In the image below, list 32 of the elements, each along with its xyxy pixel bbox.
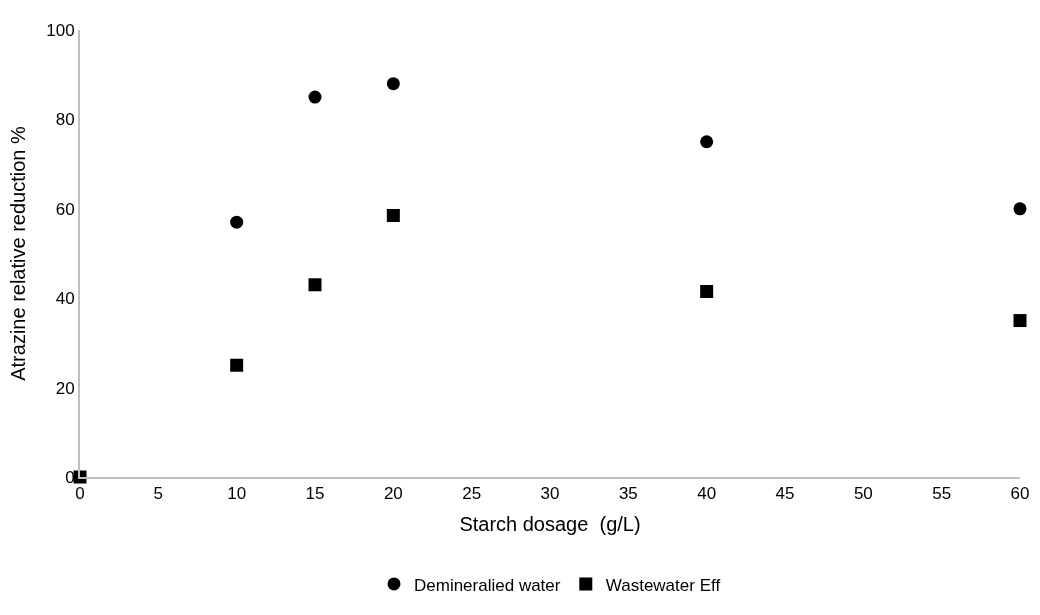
y-tick-label: 0 bbox=[65, 467, 75, 487]
x-tick-label: 50 bbox=[853, 484, 873, 504]
point bbox=[386, 77, 400, 91]
x-tick-label: 5 bbox=[153, 484, 164, 504]
y-tick-label: 40 bbox=[55, 289, 75, 309]
point bbox=[700, 285, 714, 298]
x-tick-label: 25 bbox=[462, 484, 482, 504]
y-axis-title: Atrazine relative reduction % bbox=[7, 126, 30, 381]
x-tick-label: 60 bbox=[1010, 484, 1030, 504]
x-tick-label: 45 bbox=[775, 484, 795, 504]
point bbox=[386, 209, 400, 223]
point bbox=[700, 135, 714, 149]
x-tick-label: 15 bbox=[305, 484, 325, 504]
point bbox=[230, 358, 244, 372]
x-tick-label: 30 bbox=[540, 484, 560, 504]
y-tick-label: 60 bbox=[55, 199, 75, 219]
point bbox=[1013, 314, 1027, 328]
point bbox=[308, 90, 322, 104]
point bbox=[308, 278, 322, 292]
x-tick-label: 40 bbox=[697, 484, 717, 504]
point bbox=[1013, 202, 1027, 216]
y-tick-label: 80 bbox=[55, 110, 75, 130]
y-tick-label: 20 bbox=[55, 378, 75, 398]
x-axis-title: Starch dosage (g/L) bbox=[459, 513, 641, 536]
x-tick-label: 20 bbox=[383, 484, 403, 504]
y-tick-label: 100 bbox=[46, 20, 75, 40]
legend-label: Demineralied water bbox=[414, 575, 561, 595]
x-tick-label: 10 bbox=[227, 484, 247, 504]
point bbox=[230, 215, 244, 229]
x-tick-label: 55 bbox=[932, 484, 952, 504]
x-tick-label: 35 bbox=[618, 484, 638, 504]
legend-label: Wastewater Eff bbox=[605, 575, 721, 595]
